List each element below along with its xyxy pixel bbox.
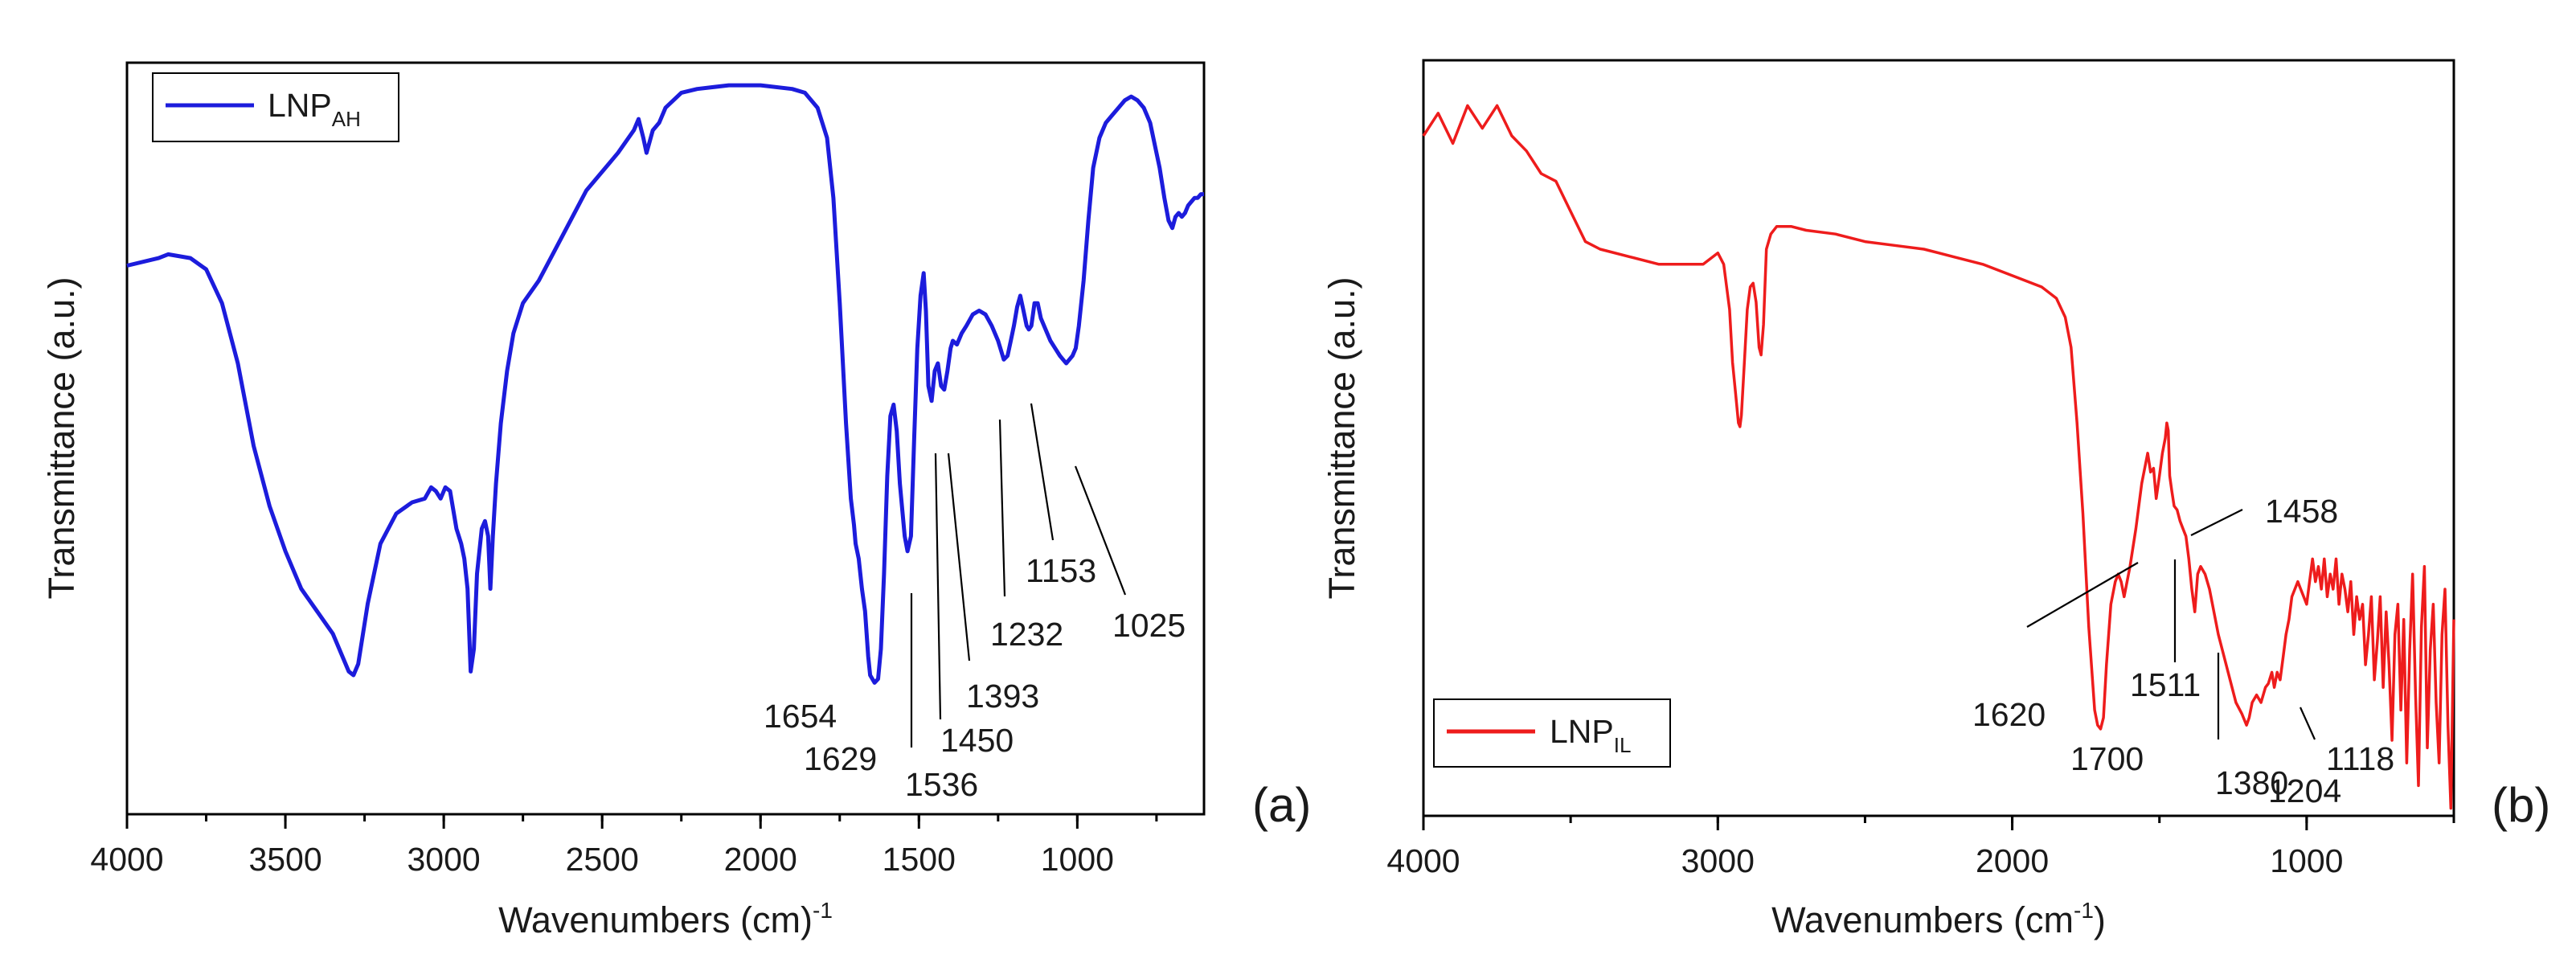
- tick-label-a-3000: 3000: [407, 841, 481, 878]
- peak-label-1536: 1536: [905, 766, 978, 803]
- leader-1620: [2026, 562, 2139, 628]
- peak-label-1700: 1700: [2070, 740, 2144, 777]
- x-axis-ticks-a: 4000 3500 3000 2500 2000 1500 1000: [90, 814, 1158, 878]
- leader-1232: [998, 419, 1006, 597]
- peak-label-1380: 1380: [2215, 764, 2288, 801]
- peak-annotations-b: 1620 1511 1458 1700 1380 1204 1118: [1972, 493, 2394, 809]
- peak-annotations-a: 1654 1629 1536 1450 1393 1232 1153 1025: [764, 403, 1186, 803]
- leader-1118: [2299, 707, 2316, 740]
- peak-label-1654: 1654: [764, 698, 837, 735]
- peak-label-1620: 1620: [1972, 696, 2046, 733]
- peak-label-1393: 1393: [966, 678, 1039, 715]
- x-axis-ticks-b: 4000 3000 2000 1000: [1386, 816, 2455, 879]
- legend-label-a: LNPAH: [268, 87, 361, 131]
- peak-label-1204: 1204: [2268, 772, 2341, 809]
- panel-label-b: (b): [2492, 778, 2550, 832]
- tick-label-b-3000: 3000: [1681, 842, 1755, 879]
- tick-label-a-2000: 2000: [724, 841, 797, 878]
- panel-b: 4000 3000 2000 1000 LNPIL Wavenumbers (cm-1…: [1321, 59, 2550, 940]
- peak-label-1153: 1153: [1026, 552, 1096, 589]
- y-axis-title-a: Transmittance (a.u.): [41, 277, 82, 600]
- legend-b: LNPIL: [1433, 698, 1671, 768]
- x-axis-title-b: Wavenumbers (cm-1): [1771, 898, 2106, 940]
- plot-frame-a: [125, 61, 1206, 816]
- peak-label-1118: 1118: [2326, 740, 2394, 777]
- tick-label-b-1000: 1000: [2270, 842, 2343, 879]
- tick-label-a-1000: 1000: [1041, 841, 1114, 878]
- plot-frame-b: [1422, 59, 2455, 817]
- peak-label-1025: 1025: [1112, 607, 1186, 644]
- legend-label-b: LNPIL: [1550, 713, 1631, 757]
- tick-label-b-4000: 4000: [1386, 842, 1460, 879]
- peak-label-1450: 1450: [940, 722, 1014, 759]
- panel-a: 4000 3500 3000 2500 2000 1500 1000 LNPAH Waven…: [41, 61, 1311, 940]
- peak-label-1629: 1629: [804, 740, 877, 777]
- tick-label-b-2000: 2000: [1976, 842, 2049, 879]
- leader-1458: [2190, 509, 2243, 536]
- peak-label-1232: 1232: [990, 616, 1063, 653]
- panel-label-a: (a): [1252, 778, 1311, 832]
- legend-a: LNPAH: [152, 72, 399, 142]
- tick-label-a-3500: 3500: [248, 841, 321, 878]
- leader-1450: [934, 453, 942, 720]
- x-axis-title-a: Wavenumbers (cm)-1: [498, 898, 833, 940]
- y-axis-title-b: Transmittance (a.u.): [1321, 277, 1362, 600]
- tick-label-a-4000: 4000: [90, 841, 163, 878]
- series-line-lnp-il: [1422, 104, 2455, 810]
- peak-label-1458: 1458: [2265, 493, 2338, 530]
- leader-1393: [947, 453, 971, 662]
- series-line-lnp-ah: [126, 83, 1204, 685]
- leader-1025: [1074, 465, 1127, 596]
- tick-label-a-2500: 2500: [566, 841, 639, 878]
- peak-label-1511: 1511: [2130, 666, 2201, 703]
- tick-label-a-1500: 1500: [883, 841, 956, 878]
- leader-1153: [1030, 403, 1055, 541]
